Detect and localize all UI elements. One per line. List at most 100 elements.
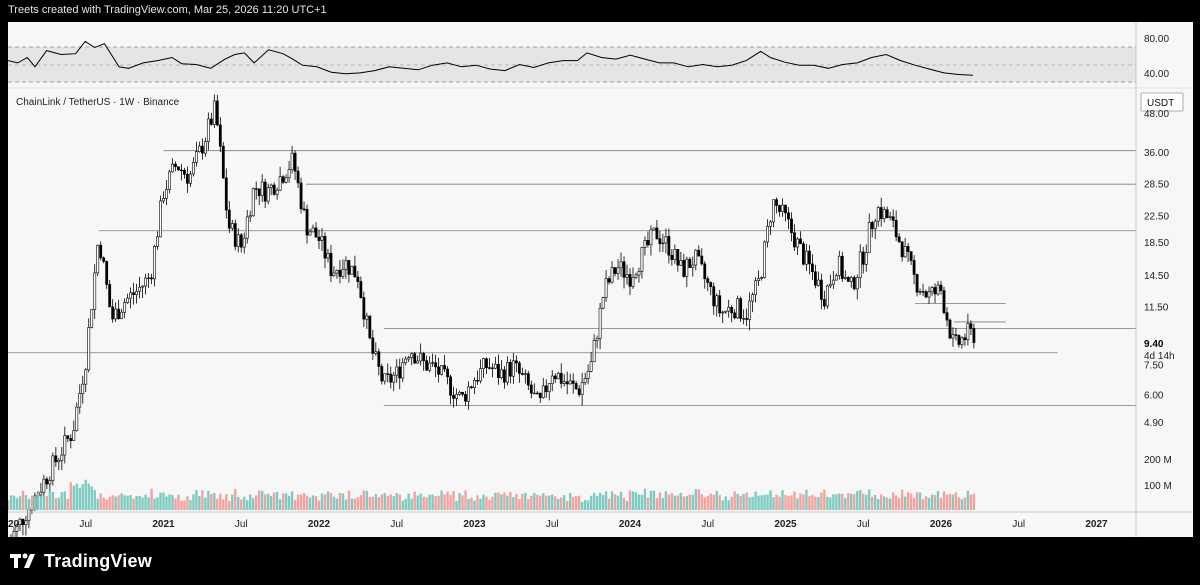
candle-down	[897, 236, 901, 243]
volume-bar	[210, 494, 213, 510]
volume-bar	[431, 494, 434, 510]
time-tick-label: 2025	[774, 519, 797, 530]
candle-up	[15, 524, 19, 532]
candle-up	[736, 298, 740, 319]
volume-bar	[150, 488, 153, 510]
volume-bar	[63, 491, 67, 510]
volume-bar	[787, 495, 790, 510]
volume-bar	[284, 493, 288, 510]
volume-bar	[467, 498, 470, 510]
volume-bar	[335, 498, 339, 510]
volume-bar	[281, 493, 285, 510]
volume-bar	[799, 493, 802, 510]
volume-bar	[694, 489, 697, 510]
candle-down	[745, 318, 749, 320]
volume-bar	[945, 494, 949, 510]
candle-up	[242, 237, 246, 248]
volume-bar	[398, 494, 401, 510]
volume-bar	[592, 493, 596, 510]
candle-down	[488, 367, 491, 369]
candle-down	[894, 220, 898, 238]
volume-bar	[102, 497, 105, 510]
price-tick-label: 6.00	[1144, 391, 1164, 402]
volume-bar	[838, 493, 841, 510]
candle-down	[111, 306, 115, 320]
volume-bar	[823, 489, 826, 510]
candle-up	[625, 274, 629, 278]
volume-bar	[560, 497, 563, 510]
volume-bar	[162, 492, 165, 510]
volume-bar	[631, 491, 635, 510]
candle-up	[589, 361, 593, 372]
candle-up	[39, 491, 43, 496]
volume-bar	[712, 494, 715, 510]
volume-bar	[790, 495, 793, 510]
price-panel[interactable]	[6, 94, 1136, 546]
candle-down	[183, 169, 186, 175]
volume-bar	[332, 496, 336, 510]
time-axis[interactable]: 2020 Jul 2021 Jul 2022 Jul 2023 Jul 2024 Jul 2025 J…	[0, 519, 1108, 530]
candle-down	[221, 145, 225, 179]
time-tick-label: Jul	[390, 519, 403, 530]
candle-down	[909, 251, 913, 261]
candle-down	[703, 263, 707, 280]
volume-bar	[413, 491, 416, 510]
volume-bar	[129, 495, 132, 510]
candle-up	[440, 365, 444, 375]
volume-bar	[634, 492, 638, 510]
volume-bar	[503, 492, 506, 510]
volume-bar	[900, 489, 904, 510]
volume-bar	[610, 491, 614, 510]
volume-bar	[138, 495, 141, 510]
candle-up	[763, 241, 766, 278]
candle-up	[837, 255, 841, 276]
volume-bar	[57, 497, 61, 510]
price-tick-label: 36.00	[1144, 148, 1169, 159]
volume-bar	[299, 494, 303, 510]
chart-svg[interactable]: 80.00 40.00 200 M 100 M ChainLink / Teth…	[0, 22, 1193, 546]
chart-area[interactable]: 80.00 40.00 200 M 100 M ChainLink / Teth…	[0, 22, 1193, 546]
candle-up	[541, 385, 545, 399]
volume-bars	[6, 479, 976, 510]
volume-bar	[30, 495, 34, 510]
volume-bar	[772, 497, 775, 510]
volume-bar	[859, 490, 862, 510]
volume-bar	[963, 497, 967, 510]
volume-bar	[512, 497, 515, 510]
volume-bar	[252, 498, 255, 510]
volume-bar	[302, 493, 306, 510]
rsi-tick-80: 80.00	[1144, 34, 1169, 45]
volume-bar	[458, 493, 461, 510]
candle-up	[769, 221, 772, 227]
price-axis[interactable]: USDT 48.00 36.00 28.50 22.50 18.50 14.50 11.50…	[1140, 92, 1184, 429]
candle-down	[371, 337, 375, 354]
price-tick-label: 11.50	[1144, 303, 1169, 314]
volume-bar	[120, 493, 123, 510]
candle-down	[787, 212, 790, 220]
candle-up	[505, 362, 509, 383]
candle-down	[503, 369, 506, 383]
volume-bar	[404, 498, 407, 510]
candle-down	[470, 386, 473, 388]
volume-bar	[228, 500, 231, 510]
candle-up	[24, 520, 28, 526]
candle-up	[326, 252, 330, 259]
candle-up	[727, 306, 731, 312]
candle-down	[948, 319, 952, 339]
candle-down	[811, 263, 814, 273]
candle-up	[876, 207, 880, 222]
volume-bar	[625, 500, 629, 510]
volume-bar	[326, 491, 330, 510]
volume-bar	[75, 483, 78, 510]
volume-bar	[84, 479, 87, 510]
candle-up	[248, 215, 252, 218]
candle-up	[230, 223, 234, 229]
candle-down	[861, 251, 865, 265]
candle-down	[461, 391, 464, 395]
candle-up	[951, 334, 955, 339]
volume-bar	[577, 495, 581, 510]
candle-up	[482, 358, 485, 369]
volume-bar	[290, 491, 294, 510]
candle-up	[416, 360, 420, 364]
volume-bar	[915, 492, 919, 510]
